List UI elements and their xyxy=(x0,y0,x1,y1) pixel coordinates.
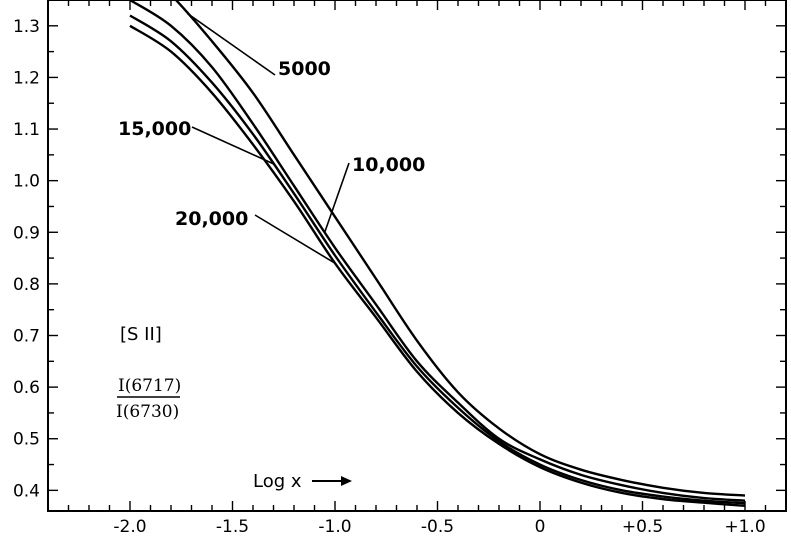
curve-label: 10,000 xyxy=(352,154,425,176)
curve-label: 20,000 xyxy=(175,208,248,230)
y-tick-label: 1.2 xyxy=(13,68,40,88)
y-tick-label: 0.4 xyxy=(13,481,40,501)
series-line-20000 xyxy=(129,24,746,508)
ratio-denominator: I(6730) xyxy=(116,402,179,422)
curve-label-leader xyxy=(254,214,336,264)
ratio-numerator: I(6717) xyxy=(118,376,181,396)
x-tick-label: -1.0 xyxy=(318,517,351,537)
axis-ticks xyxy=(47,0,787,511)
y-tick-label: 0.6 xyxy=(13,378,40,398)
y-tick-label: 0.9 xyxy=(13,223,40,243)
curve-label-leader xyxy=(191,126,274,165)
ion-label: [S II] xyxy=(120,324,162,345)
curve-labels: 5000 15,000 10,000 20,000 xyxy=(118,12,425,264)
y-tick-label: 1.0 xyxy=(13,172,40,192)
curve-label: 15,000 xyxy=(118,118,191,140)
curve-label-leader xyxy=(186,12,276,76)
y-tick-label: 1.3 xyxy=(13,17,40,37)
x-axis-note: Log x xyxy=(253,471,302,492)
series-line-15000 xyxy=(129,14,746,505)
plot-frame xyxy=(47,0,787,512)
curve-label-leader xyxy=(323,162,350,233)
y-tick-label: 0.8 xyxy=(13,275,40,295)
curve-label: 5000 xyxy=(278,58,331,80)
x-tick-label: -0.5 xyxy=(421,517,454,537)
y-tick-labels: 0.4 0.5 0.6 0.7 0.8 0.9 1.0 1.1 1.2 1.3 xyxy=(13,17,40,502)
x-tick-labels: -2.0 -1.5 -1.0 -0.5 0 +0.5 +1.0 xyxy=(113,517,765,537)
x-axis-arrowhead xyxy=(341,476,352,486)
x-tick-label: 0 xyxy=(535,517,546,537)
x-tick-label: +0.5 xyxy=(622,517,663,537)
y-tick-label: 0.5 xyxy=(13,430,40,450)
x-tick-label: -2.0 xyxy=(113,517,146,537)
x-tick-label: +1.0 xyxy=(724,517,765,537)
series-line-5000 xyxy=(174,0,746,497)
y-tick-label: 1.1 xyxy=(13,120,40,140)
series-group xyxy=(129,0,746,508)
series-line-10000 xyxy=(129,0,746,502)
y-tick-label: 0.7 xyxy=(13,327,40,347)
x-tick-label: -1.5 xyxy=(216,517,249,537)
